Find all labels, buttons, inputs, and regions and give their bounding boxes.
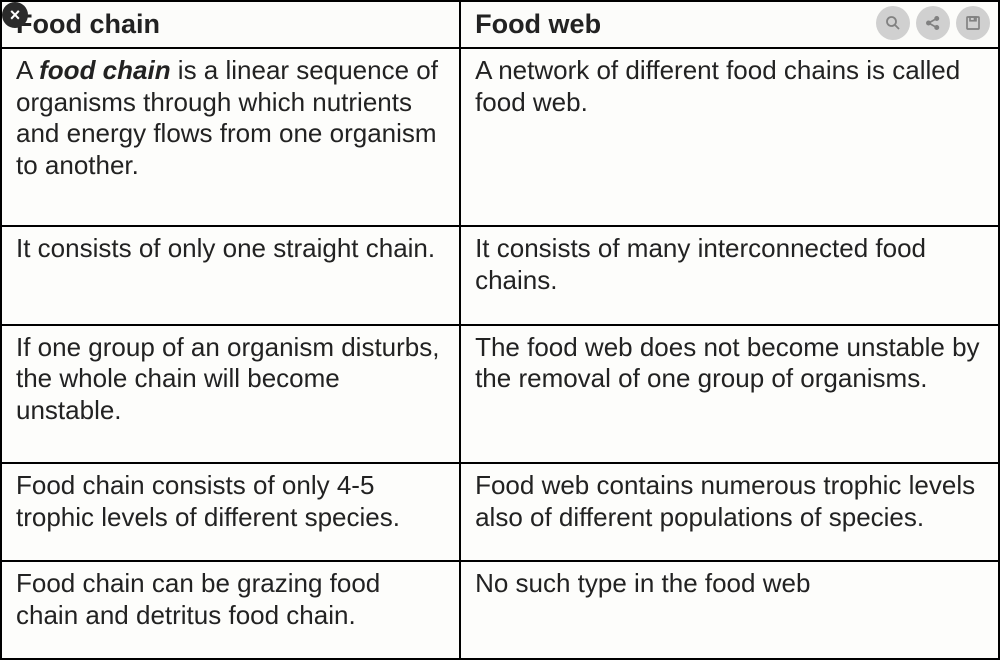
cell-foodchain-types: Food chain can be grazing food chain and…	[1, 561, 460, 659]
cell-foodweb-types: No such type in the food web	[460, 561, 999, 659]
close-glyph: ×	[10, 6, 21, 24]
comparison-table-container: Food chain Food web A food chain is a li…	[0, 0, 1000, 660]
table-row: It consists of only one straight chain. …	[1, 226, 999, 324]
cell-foodweb-definition: A network of different food chains is ca…	[460, 48, 999, 226]
comparison-table: Food chain Food web A food chain is a li…	[0, 0, 1000, 660]
cell-text-lead: food chain	[39, 55, 170, 85]
cell-foodchain-definition: A food chain is a linear sequence of org…	[1, 48, 460, 226]
save-icon[interactable]	[956, 6, 990, 40]
zoom-icon[interactable]	[876, 6, 910, 40]
cell-foodweb-structure: It consists of many interconnected food …	[460, 226, 999, 324]
cell-foodweb-stability: The food web does not become unstable by…	[460, 325, 999, 463]
table-row: If one group of an organism disturbs, th…	[1, 325, 999, 463]
cell-foodchain-stability: If one group of an organism disturbs, th…	[1, 325, 460, 463]
cell-foodchain-structure: It consists of only one straight chain.	[1, 226, 460, 324]
table-row: A food chain is a linear sequence of org…	[1, 48, 999, 226]
overlay-action-bar	[876, 6, 990, 40]
table-row: Food chain consists of only 4-5 trophic …	[1, 463, 999, 561]
cell-text-prefix: A	[16, 55, 39, 85]
cell-foodweb-trophic: Food web contains numerous trophic level…	[460, 463, 999, 561]
table-header-row: Food chain Food web	[1, 1, 999, 48]
cell-foodchain-trophic: Food chain consists of only 4-5 trophic …	[1, 463, 460, 561]
share-icon[interactable]	[916, 6, 950, 40]
column-header-food-chain: Food chain	[1, 1, 460, 48]
close-icon[interactable]: ×	[2, 2, 28, 28]
table-row: Food chain can be grazing food chain and…	[1, 561, 999, 659]
